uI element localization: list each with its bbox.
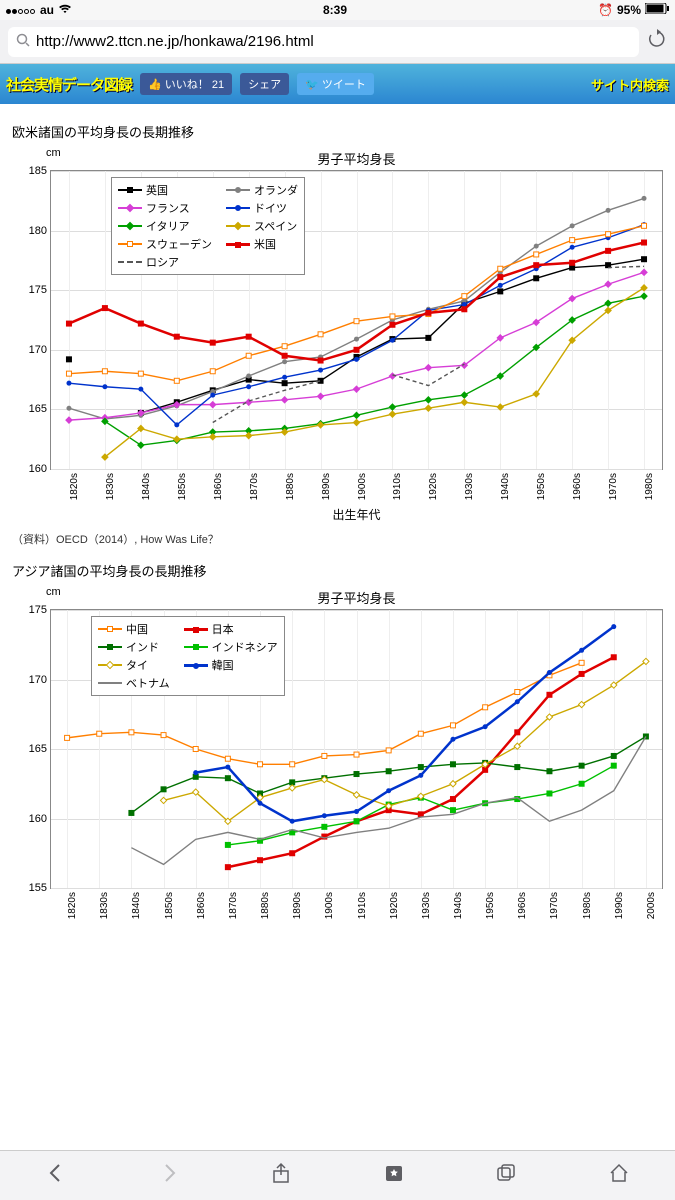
chart2-title: 男子平均身長 [50, 588, 663, 607]
fb-like-button[interactable]: 👍 いいね！ 21 [140, 73, 232, 95]
search-icon [16, 33, 30, 51]
url-bar: http://www2.ttcn.ne.jp/honkawa/2196.html [0, 20, 675, 64]
fb-share-button[interactable]: シェア [240, 73, 289, 95]
chart1-xlabel: 出生年代 [50, 506, 663, 523]
url-text: http://www2.ttcn.ne.jp/honkawa/2196.html [36, 33, 314, 50]
bookmarks-button[interactable] [383, 1162, 405, 1189]
wifi-icon [58, 3, 72, 17]
chart2-yunit: cm [46, 586, 61, 598]
status-bar: au 8:39 ⏰ 95% [0, 0, 675, 20]
source-label: （資料）OECD（2014）, How Was Life？ [12, 531, 663, 547]
battery-icon [645, 3, 669, 17]
back-button[interactable] [45, 1162, 67, 1189]
home-button[interactable] [608, 1162, 630, 1189]
tabs-button[interactable] [495, 1162, 517, 1189]
share-button[interactable] [270, 1162, 292, 1189]
twitter-button[interactable]: 🐦 ツイート [297, 73, 374, 95]
site-search-link[interactable]: サイト内検索 [591, 75, 669, 94]
alarm-icon: ⏰ [598, 3, 613, 17]
chart1: cm 男子平均身長 1601651701751801851820s1830s18… [12, 149, 663, 523]
signal-dots [6, 3, 36, 17]
forward-button [158, 1162, 180, 1189]
url-field[interactable]: http://www2.ttcn.ne.jp/honkawa/2196.html [8, 27, 639, 57]
status-time: 8:39 [323, 3, 347, 17]
chart1-yunit: cm [46, 147, 61, 159]
site-banner: 社会実情データ図録 👍 いいね！ 21 シェア 🐦 ツイート サイト内検索 [0, 64, 675, 104]
chart1-heading: 欧米諸国の平均身長の長期推移 [12, 122, 663, 141]
reload-button[interactable] [647, 29, 667, 54]
carrier-label: au [40, 3, 54, 17]
chart2: cm 男子平均身長 1551601651701751820s1830s1840s… [12, 588, 663, 889]
chart2-plot: 1551601651701751820s1830s1840s1850s1860s… [50, 609, 663, 889]
browser-toolbar [0, 1150, 675, 1200]
chart1-plot: 1601651701751801851820s1830s1840s1850s18… [50, 170, 663, 470]
chart1-title: 男子平均身長 [50, 149, 663, 168]
chart2-heading: アジア諸国の平均身長の長期推移 [12, 561, 663, 580]
battery-label: 95% [617, 3, 641, 17]
site-logo[interactable]: 社会実情データ図録 [6, 74, 132, 95]
